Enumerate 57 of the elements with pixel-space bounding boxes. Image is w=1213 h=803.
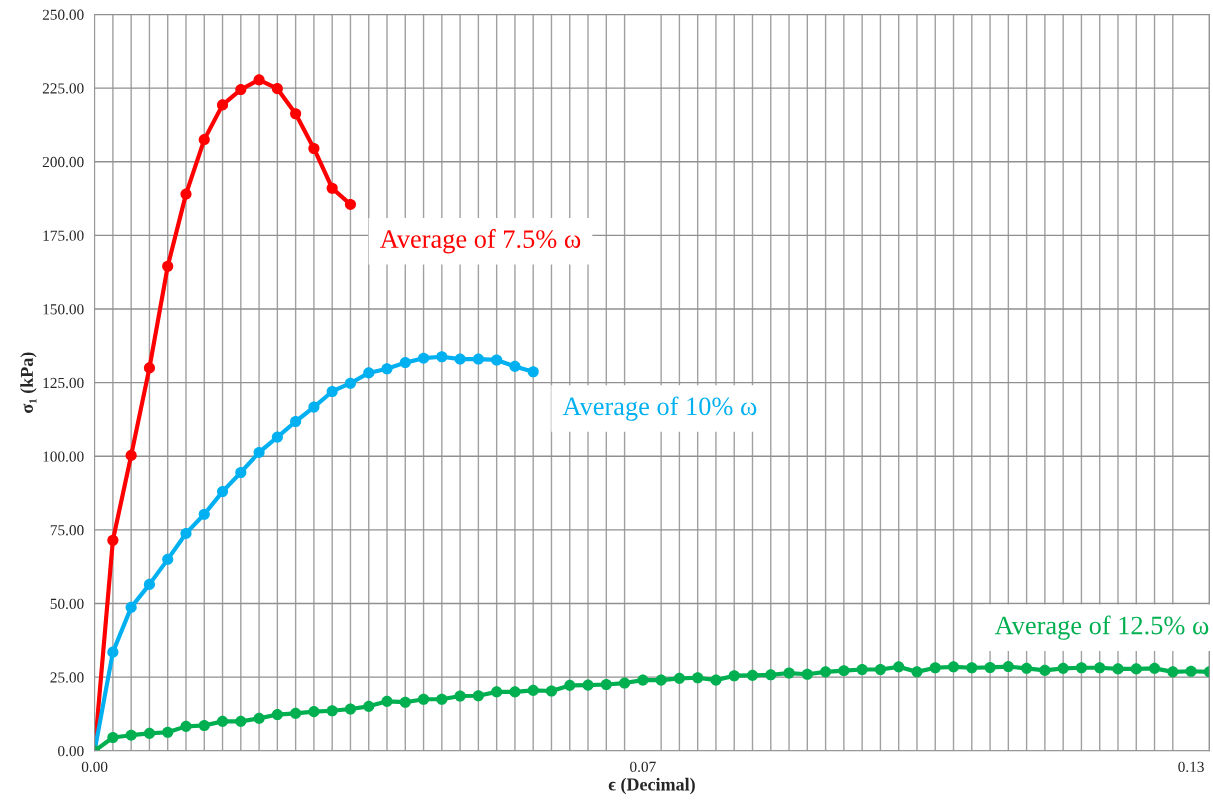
point [198,134,210,146]
y-tick-label: 250.00 [42,9,84,20]
point [162,260,174,272]
point [436,351,448,363]
point [344,377,357,389]
point [491,354,503,366]
point [180,188,192,200]
y-tick-label: 225.00 [42,83,84,94]
x-axis-title: ϵ (Decimal) [608,777,695,795]
point [162,553,174,565]
y-tick-label: 25.00 [50,672,84,683]
point [399,357,411,369]
point [381,363,393,375]
point [290,415,302,428]
point [198,508,210,520]
point [509,360,521,372]
y-tick-label: 75.00 [50,525,84,536]
point [216,99,229,111]
point [253,74,265,86]
point [308,142,320,155]
point [418,352,430,364]
point [527,366,539,378]
x-tick-label: 0.07 [630,761,656,773]
point [235,84,247,96]
point [363,367,375,379]
point [125,601,137,613]
series-label: Average of 10% ω [562,396,757,421]
y-tick-label: 0.00 [58,745,84,757]
y-tick-label: 200.00 [42,156,84,168]
point [235,466,247,479]
point [344,198,357,210]
point [271,83,283,95]
y-axis-title: σ₁ (kPa) [20,352,37,413]
point [180,527,192,539]
point [308,401,320,413]
x-tick-label: 0.13 [1178,761,1204,773]
y-tick-label: 150.00 [43,304,84,315]
point [143,578,155,590]
point [472,353,484,365]
point [143,362,155,374]
point [107,534,119,546]
y-tick-label: 100.00 [43,451,84,462]
point [107,646,119,658]
series-label: Average of 12.5% ω [994,615,1209,640]
point [125,449,137,461]
point [326,182,338,194]
point [454,353,466,365]
y-tick-label: 50.00 [50,598,84,610]
y-tick-label: 125.00 [43,377,84,389]
point [216,486,229,498]
point [290,108,302,120]
point [326,385,338,398]
series-label: Average of 7.5% ω [379,229,581,254]
point [253,446,265,458]
point [271,431,283,443]
y-tick-label: 175.00 [43,230,84,241]
x-tick-label: 0.00 [81,761,108,773]
